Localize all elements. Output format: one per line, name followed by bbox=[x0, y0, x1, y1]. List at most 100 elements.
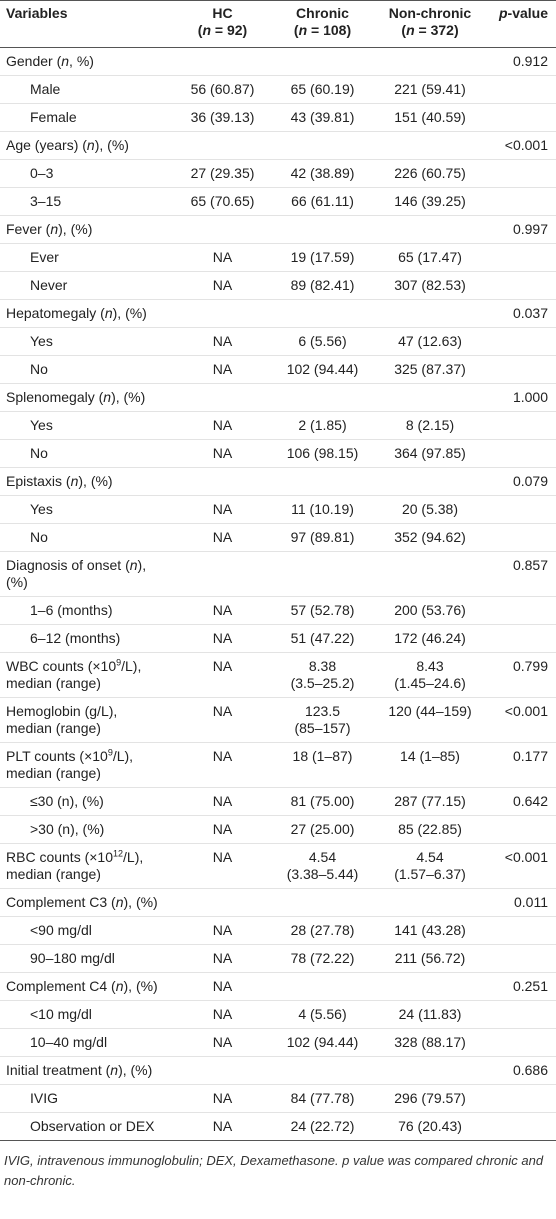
cell-text: 1.000 bbox=[512, 389, 548, 405]
row-label: PLT counts (×109/L), median (range) bbox=[0, 742, 175, 788]
row-label: Complement C4 (n), (%) bbox=[0, 972, 175, 1001]
cell-text: 296 (79.57) bbox=[394, 1090, 466, 1106]
cell: 123.5 (85–157) bbox=[270, 697, 375, 743]
superscript: 9 bbox=[107, 747, 113, 758]
table-row: Splenomegaly (n), (%) 1.000 bbox=[0, 383, 556, 412]
cell-text: NA bbox=[212, 249, 233, 265]
cell-text: 287 (77.15) bbox=[394, 793, 466, 809]
table-row: Hemoglobin (g/L), median (range) NA 123.5 (8… bbox=[0, 697, 556, 743]
cell-text: Diagnosis of onset ( bbox=[6, 557, 130, 573]
row-label: Yes bbox=[0, 495, 175, 524]
cell-text: median (range) bbox=[6, 765, 101, 781]
cell-text: ), (%) bbox=[78, 473, 113, 489]
cell-text: 14 (1–85) bbox=[400, 748, 460, 764]
italic-text: n bbox=[104, 305, 113, 321]
cell: NA bbox=[175, 697, 270, 743]
table-row: PLT counts (×109/L), median (range) NA 18 (… bbox=[0, 742, 556, 788]
cell-text: Hemoglobin (g/L), bbox=[6, 703, 118, 719]
cell-text: NA bbox=[212, 417, 233, 433]
cell: NA bbox=[175, 1112, 270, 1141]
cell: 42 (38.89) bbox=[270, 159, 375, 188]
row-label: No bbox=[0, 355, 175, 384]
cell: 66 (61.11) bbox=[270, 187, 375, 216]
cell-text: ), (%) bbox=[94, 137, 129, 153]
cell: NA bbox=[175, 327, 270, 356]
cell: 11 (10.19) bbox=[270, 495, 375, 524]
cell: 1.000 bbox=[485, 383, 556, 412]
cell-text: 0.251 bbox=[512, 978, 548, 994]
cell-text: Yes bbox=[30, 333, 53, 349]
cell-text: 57 (52.78) bbox=[290, 602, 355, 618]
cell-text: 65 (60.19) bbox=[290, 81, 355, 97]
cell: NA bbox=[175, 787, 270, 816]
cell: 57 (52.78) bbox=[270, 596, 375, 625]
cell: 76 (20.43) bbox=[375, 1112, 485, 1141]
cell-text: 226 (60.75) bbox=[394, 165, 466, 181]
cell-text: 18 (1–87) bbox=[292, 748, 353, 764]
row-label: Hemoglobin (g/L), median (range) bbox=[0, 697, 175, 743]
table-body: Gender (n, %) 0.912 Male 56 (60.87) 65 (60.1… bbox=[0, 47, 556, 1141]
cell: 89 (82.41) bbox=[270, 271, 375, 300]
cell: 141 (43.28) bbox=[375, 916, 485, 945]
cell bbox=[175, 299, 270, 328]
cell: 0.799 bbox=[485, 652, 556, 698]
cell: 4.54 (3.38–5.44) bbox=[270, 843, 375, 889]
cell-text: 76 (20.43) bbox=[398, 1118, 462, 1134]
cell-text: Chronic bbox=[296, 5, 349, 21]
cell-text: <0.001 bbox=[504, 849, 548, 865]
cell-text: 0.799 bbox=[512, 658, 548, 674]
cell bbox=[485, 327, 556, 356]
cell bbox=[485, 439, 556, 468]
column-header: HC (n = 92) bbox=[175, 0, 270, 48]
cell: 84 (77.78) bbox=[270, 1084, 375, 1113]
table-row: Yes NA 11 (10.19) 20 (5.38) bbox=[0, 495, 556, 524]
cell bbox=[175, 467, 270, 496]
cell: 78 (72.22) bbox=[270, 944, 375, 973]
cell: 27 (25.00) bbox=[270, 815, 375, 844]
row-label: 1–6 (months) bbox=[0, 596, 175, 625]
italic-text: n bbox=[115, 894, 124, 910]
cell-text: 151 (40.59) bbox=[394, 109, 466, 125]
cell: NA bbox=[175, 916, 270, 945]
cell-text: ), (%) bbox=[58, 221, 93, 237]
cell bbox=[175, 383, 270, 412]
cell bbox=[485, 411, 556, 440]
cell bbox=[485, 1112, 556, 1141]
cell: 0.037 bbox=[485, 299, 556, 328]
cell-text: = 92) bbox=[211, 22, 248, 38]
row-label: RBC counts (×1012/L), median (range) bbox=[0, 843, 175, 889]
cell bbox=[375, 1056, 485, 1085]
cell-text: 3–15 bbox=[30, 193, 62, 209]
table-row: Male 56 (60.87) 65 (60.19) 221 (59.41) bbox=[0, 75, 556, 104]
cell-text: 90–180 mg/dl bbox=[30, 950, 115, 966]
cell-text: NA bbox=[212, 602, 233, 618]
cell-text: ( bbox=[293, 22, 299, 38]
cell-text: 120 (44–159) bbox=[388, 703, 472, 719]
cell: 102 (94.44) bbox=[270, 1028, 375, 1057]
cell-text: Observation or DEX bbox=[30, 1118, 155, 1134]
cell-text: <90 mg/dl bbox=[30, 922, 92, 938]
cell-text: NA bbox=[212, 1118, 233, 1134]
cell: 307 (82.53) bbox=[375, 271, 485, 300]
cell-text: NA bbox=[212, 529, 233, 545]
row-label: Complement C3 (n), (%) bbox=[0, 888, 175, 917]
cell: NA bbox=[175, 271, 270, 300]
cell: 106 (98.15) bbox=[270, 439, 375, 468]
cell-text: median (range) bbox=[6, 675, 101, 691]
cell bbox=[375, 383, 485, 412]
cell bbox=[375, 972, 485, 1001]
cell-text: (85–157) bbox=[294, 720, 351, 736]
cell: NA bbox=[175, 742, 270, 788]
cell-text: 364 (97.85) bbox=[394, 445, 466, 461]
cell bbox=[175, 47, 270, 76]
cell: 14 (1–85) bbox=[375, 742, 485, 788]
cell-text: 84 (77.78) bbox=[290, 1090, 355, 1106]
cell-text: Non-chronic bbox=[388, 5, 472, 21]
cell bbox=[485, 596, 556, 625]
cell-text: ≤30 (n), (%) bbox=[30, 793, 104, 809]
cell bbox=[485, 355, 556, 384]
cell: 28 (27.78) bbox=[270, 916, 375, 945]
table-row: Fever (n), (%) 0.997 bbox=[0, 215, 556, 244]
cell-text: /L), bbox=[121, 658, 142, 674]
cell-text: 0.642 bbox=[512, 793, 548, 809]
